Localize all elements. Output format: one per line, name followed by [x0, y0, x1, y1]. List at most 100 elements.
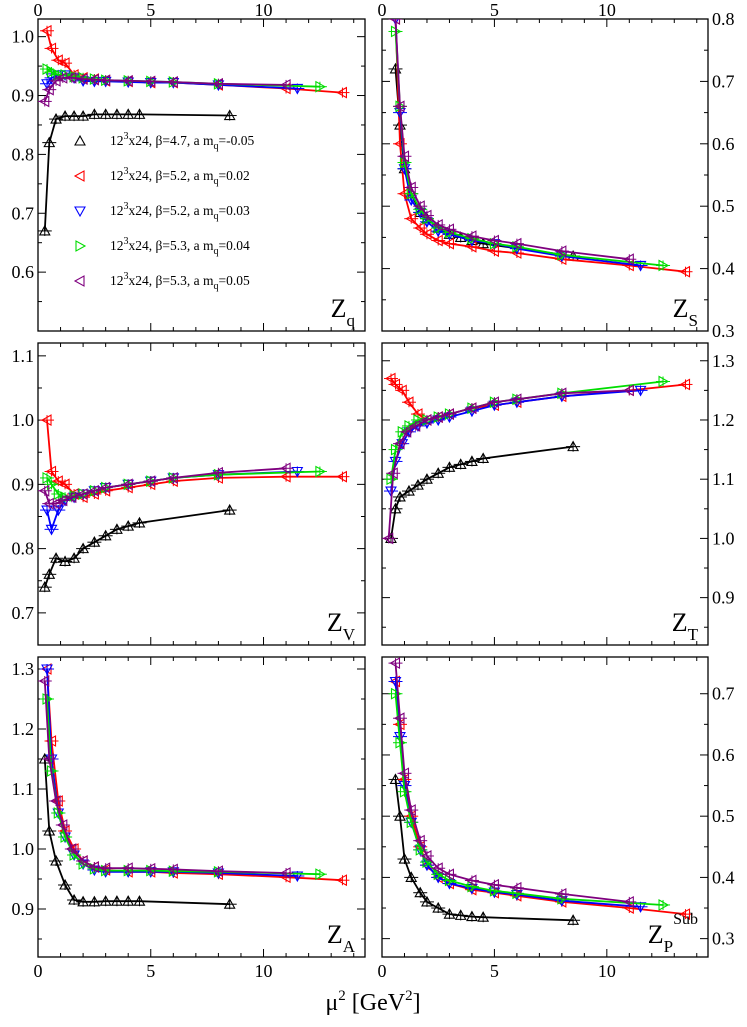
series-line-beta5.2_002 — [46, 420, 343, 499]
y-tick-label: 0.3 — [712, 929, 735, 949]
point-beta4.7 — [122, 108, 135, 119]
point-beta4.7 — [99, 895, 112, 906]
series-line-beta5.2_002 — [394, 681, 686, 915]
point-beta4.7 — [432, 901, 445, 913]
legend-entry-beta5.3_005: 123x24, β=5.3, a mq=0.05 — [110, 271, 250, 292]
point-beta5.2_003 — [389, 676, 402, 688]
x-tick-label-top: 0 — [34, 0, 43, 20]
x-tick-label-top: 10 — [598, 0, 616, 20]
point-beta5.3_005 — [49, 74, 61, 87]
legend-sup: 3 — [124, 236, 129, 247]
point-beta5.3_005 — [398, 767, 410, 780]
panel-label-main: Z — [672, 608, 688, 637]
point-beta4.7 — [59, 878, 71, 890]
y-tick-label: 0.4 — [712, 259, 735, 279]
panel-ZV: 0.7 0.8 0.9 1.0 1.1 ZV — [12, 342, 366, 646]
point-beta5.3_005 — [99, 74, 111, 87]
point-beta5.2_002 — [420, 228, 432, 241]
point-beta5.2_002 — [45, 465, 57, 478]
panel-label-main: Z — [327, 920, 343, 949]
point-beta5.2_002 — [279, 470, 291, 483]
point-beta4.7 — [50, 552, 62, 563]
point-beta4.7 — [414, 886, 427, 898]
point-beta5.2_002 — [679, 265, 691, 278]
point-beta5.2_002 — [52, 54, 63, 67]
point-beta5.3_005 — [167, 472, 178, 484]
point-beta5.2_003 — [41, 664, 53, 676]
y-tick-label: 0.9 — [12, 86, 35, 106]
legend-text: 12 — [110, 203, 124, 218]
y-tick-label: 1.0 — [12, 27, 35, 47]
point-beta5.3_005 — [38, 95, 50, 108]
point-beta5.3_005 — [443, 223, 454, 236]
x-tick-label-bottom: 0 — [34, 961, 43, 981]
point-beta5.2_003 — [45, 524, 58, 536]
point-beta4.7 — [454, 909, 467, 920]
point-beta4.7 — [405, 871, 418, 882]
point-beta5.3_005 — [389, 19, 401, 25]
panel-ZT: 0.9 1.0 1.1 1.2 1.3 ZT — [381, 342, 735, 646]
x-tick-label-top: 5 — [146, 0, 155, 20]
point-beta5.3_004 — [46, 478, 58, 491]
point-beta5.3_005 — [99, 862, 111, 875]
point-beta5.2_003 — [291, 871, 304, 883]
point-beta5.3_005 — [212, 865, 223, 878]
y-tick-label: 0.7 — [12, 603, 35, 623]
legend-sup: 3 — [124, 201, 129, 212]
point-beta4.7 — [394, 490, 406, 502]
point-beta5.3_005 — [382, 532, 394, 545]
point-beta5.3_005 — [420, 209, 432, 222]
series-group — [38, 414, 350, 593]
legend-entry-beta5.2_002: 123x24, β=5.2, a mq=0.02 — [110, 166, 250, 187]
panel-label-sub: q — [347, 311, 356, 330]
point-beta5.3_004 — [658, 899, 670, 911]
point-beta5.3_005 — [88, 484, 99, 497]
legend-marker-beta5.2_003 — [74, 206, 86, 218]
y-tick-label: 0.7 — [712, 71, 735, 91]
panel-label-sub: A — [343, 937, 356, 956]
series-line-beta5.3_004 — [390, 380, 664, 480]
y-tick-label: 1.1 — [712, 469, 735, 489]
series-line-beta5.3_005 — [43, 680, 287, 874]
point-beta5.3_005 — [555, 245, 567, 258]
point-beta5.3_004 — [386, 473, 398, 486]
point-beta5.3_005 — [279, 462, 291, 475]
point-beta4.7 — [223, 898, 236, 909]
point-beta5.2_002 — [58, 478, 70, 491]
legend-text: =0.02 — [218, 168, 249, 183]
y-tick-label: 1.1 — [12, 779, 35, 799]
point-beta5.3_004 — [53, 488, 65, 500]
legend-text: 12 — [110, 238, 124, 253]
point-beta5.3_005 — [122, 862, 133, 875]
x-tick-label-bottom: 10 — [255, 961, 273, 981]
y-tick-label: 1.3 — [12, 659, 35, 679]
panel-label-sub: S — [689, 311, 698, 330]
point-beta5.3_005 — [212, 466, 223, 479]
panel-label-ZV: ZV — [327, 608, 356, 644]
y-tick-label: 0.8 — [712, 9, 735, 29]
legend-text: 12 — [110, 273, 124, 288]
panel-label-main: Z — [327, 608, 343, 637]
legend-sup: 3 — [124, 166, 129, 177]
series-line-beta5.2_003 — [46, 668, 298, 877]
y-tick-label: 0.5 — [712, 196, 735, 216]
point-beta4.7 — [432, 467, 445, 478]
y-tick-label: 1.2 — [12, 719, 35, 739]
point-beta4.7 — [403, 484, 415, 496]
point-beta4.7 — [465, 910, 478, 922]
y-tick-label: 1.2 — [712, 410, 735, 430]
point-beta4.7 — [43, 136, 56, 148]
point-beta5.3_005 — [65, 71, 77, 84]
point-beta4.7 — [223, 503, 236, 515]
point-beta4.7 — [110, 108, 123, 119]
point-beta5.3_005 — [88, 73, 99, 86]
panel-label-ZT: ZT — [672, 608, 699, 644]
point-beta4.7 — [43, 824, 56, 836]
point-beta5.3_004 — [390, 443, 402, 456]
point-beta5.3_005 — [443, 868, 454, 881]
point-beta4.7 — [465, 455, 478, 466]
point-beta5.3_005 — [398, 150, 410, 163]
x-tick-label-bottom: 5 — [490, 961, 499, 981]
point-beta5.2_003 — [634, 260, 647, 272]
point-beta5.3_004 — [406, 816, 418, 829]
